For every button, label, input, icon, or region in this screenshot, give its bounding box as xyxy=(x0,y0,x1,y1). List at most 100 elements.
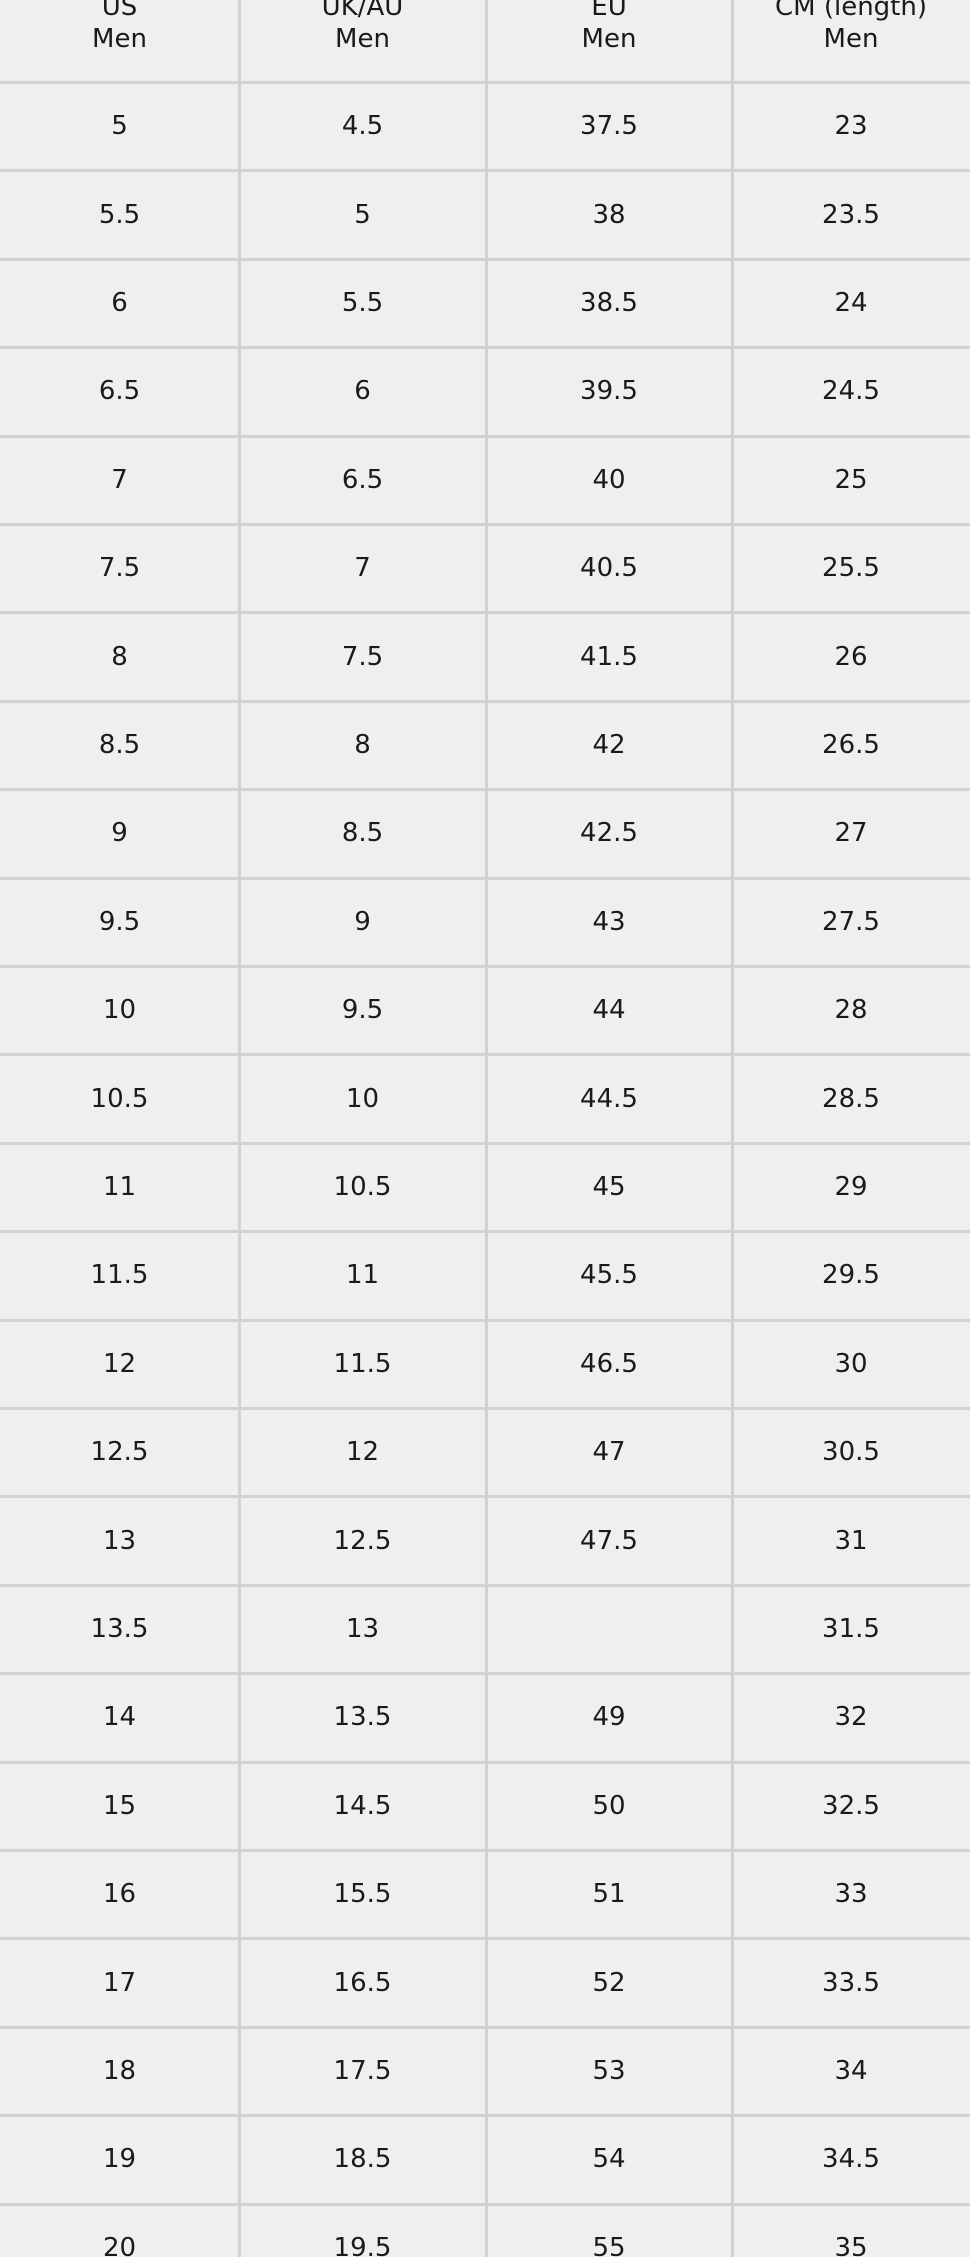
table-cell: 47 xyxy=(592,1437,626,1468)
table-cell: 5 xyxy=(354,199,371,230)
row-divider xyxy=(0,523,970,526)
table-cell: 26 xyxy=(834,641,868,672)
row-divider xyxy=(0,434,970,438)
row-divider xyxy=(0,1760,970,1764)
table-cell: 9 xyxy=(354,906,371,937)
table-cell: 11.5 xyxy=(333,1348,392,1379)
table-cell: 37.5 xyxy=(580,111,638,142)
table-cell: 19.5 xyxy=(333,2232,392,2257)
table-cell: 33.5 xyxy=(822,1967,880,1998)
table-cell: 38 xyxy=(592,199,626,230)
header-label: Men xyxy=(581,24,637,54)
row-divider xyxy=(0,1230,970,1234)
table-cell: 27 xyxy=(834,818,868,849)
row-divider xyxy=(0,169,970,173)
table-cell: 7 xyxy=(111,464,128,495)
header-label: Men xyxy=(823,24,879,54)
table-cell: 7.5 xyxy=(341,641,384,672)
row-divider xyxy=(0,2202,970,2206)
table-cell: 25.5 xyxy=(822,553,880,584)
table-cell: 29 xyxy=(834,1172,868,1202)
table-cell: 16 xyxy=(102,1879,137,1910)
table-cell: 49 xyxy=(592,1702,626,1733)
header-label: EU xyxy=(591,0,627,22)
table-cell: 17 xyxy=(102,1967,137,1998)
row-divider xyxy=(0,1849,970,1852)
table-cell: 38.5 xyxy=(580,288,638,318)
table-cell: 17.5 xyxy=(333,2056,392,2086)
header-label: Men xyxy=(335,24,390,54)
table-cell: 8.5 xyxy=(341,818,384,849)
table-cell: 8 xyxy=(111,641,128,672)
table-cell: 10.5 xyxy=(90,1083,149,1114)
table-cell: 34.5 xyxy=(822,2144,880,2175)
table-cell: 24.5 xyxy=(822,376,880,407)
table-cell: 18.5 xyxy=(333,2144,392,2175)
table-cell: 55 xyxy=(592,2232,626,2257)
header-label: Men xyxy=(92,24,147,54)
table-cell: 23 xyxy=(834,111,868,142)
table-cell: 13 xyxy=(345,1614,380,1644)
table-cell: 34 xyxy=(834,2056,868,2086)
row-divider xyxy=(0,1583,970,1587)
table-cell: 30 xyxy=(834,1348,868,1379)
table-cell: 15 xyxy=(102,1790,137,1821)
table-cell: 10 xyxy=(345,1083,380,1114)
table-cell: 10 xyxy=(102,995,137,1026)
table-cell: 40.5 xyxy=(580,553,638,584)
table-cell: 35 xyxy=(834,2232,868,2257)
table-cell: 5.5 xyxy=(341,288,384,318)
table-cell: 12 xyxy=(102,1348,137,1379)
row-divider xyxy=(0,1141,970,1145)
table-cell: 9.5 xyxy=(98,906,141,937)
table-cell: 29.5 xyxy=(822,1260,880,1291)
row-divider xyxy=(0,1407,970,1410)
column-divider xyxy=(731,0,734,2257)
table-cell: 9.5 xyxy=(341,995,384,1026)
table-cell: 30.5 xyxy=(822,1437,880,1468)
table-cell: 51 xyxy=(592,1879,626,1910)
table-cell: 43 xyxy=(592,906,626,937)
row-divider xyxy=(0,1053,970,1057)
table-cell: 42 xyxy=(592,730,626,760)
table-cell: 7.5 xyxy=(98,553,141,584)
table-cell: 42.5 xyxy=(580,818,638,849)
table-cell: 6 xyxy=(354,376,371,407)
row-divider xyxy=(0,699,970,703)
table-cell: 5.5 xyxy=(98,199,141,230)
table-cell: 13 xyxy=(102,1525,137,1556)
table-cell: 11 xyxy=(345,1260,380,1291)
table-cell: 27.5 xyxy=(822,906,880,937)
header-label: CM (length) xyxy=(774,0,927,22)
header-label: UK/AU xyxy=(321,0,404,22)
table-cell: 32 xyxy=(834,1702,868,1733)
table-cell: 18 xyxy=(102,2056,137,2086)
table-cell: 11 xyxy=(102,1172,137,1202)
table-cell: 28.5 xyxy=(822,1083,880,1114)
table-cell: 53 xyxy=(592,2056,626,2086)
table-cell: 11.5 xyxy=(90,1260,149,1291)
table-cell: 44 xyxy=(592,995,626,1026)
row-divider xyxy=(0,611,970,615)
row-divider xyxy=(0,1937,970,1941)
table-cell: 16.5 xyxy=(333,1967,392,1998)
row-divider xyxy=(0,346,970,350)
table-cell: 14.5 xyxy=(333,1790,392,1821)
table-cell: 6 xyxy=(111,288,128,318)
table-cell: 4.5 xyxy=(341,111,384,142)
table-cell: 13.5 xyxy=(333,1702,392,1733)
table-cell: 20 xyxy=(102,2232,137,2257)
row-divider xyxy=(0,2114,970,2118)
table-cell: 32.5 xyxy=(822,1790,880,1821)
table-cell: 28 xyxy=(834,995,868,1026)
table-cell: 25 xyxy=(834,464,868,495)
table-cell: 44.5 xyxy=(580,1083,638,1114)
table-cell: 12.5 xyxy=(333,1525,392,1556)
table-cell: 41.5 xyxy=(580,641,638,672)
row-divider xyxy=(0,1318,970,1322)
table-cell: 46.5 xyxy=(580,1348,638,1379)
row-divider xyxy=(0,257,970,261)
table-cell: 47.5 xyxy=(580,1525,638,1556)
table-cell: 8.5 xyxy=(98,730,141,760)
